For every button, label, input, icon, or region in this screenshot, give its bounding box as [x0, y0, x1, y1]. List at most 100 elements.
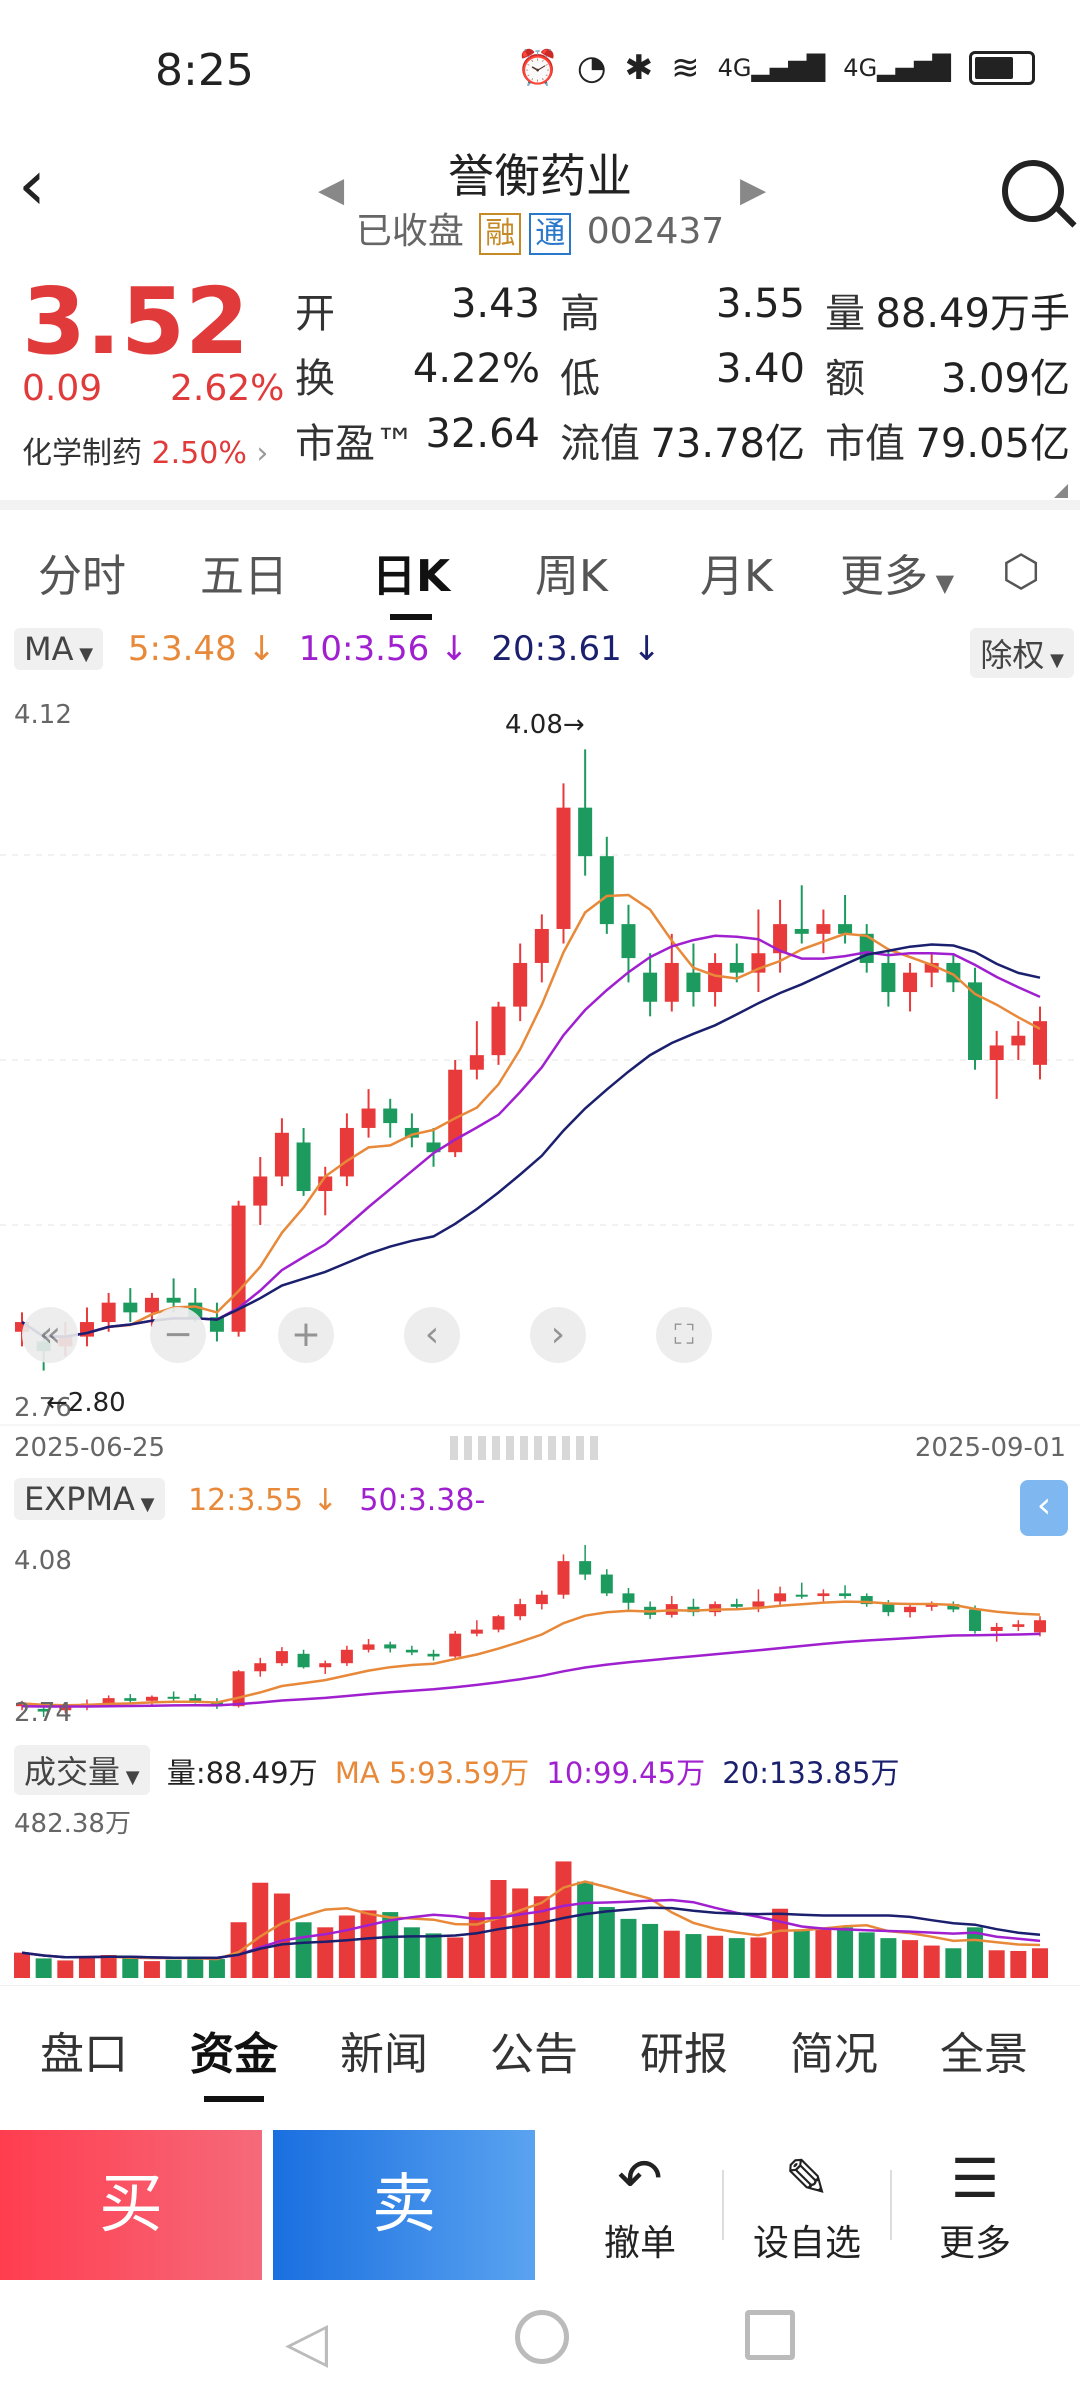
candle-body	[838, 924, 853, 934]
volume-bar	[338, 1915, 355, 1978]
volume-bar	[620, 1918, 637, 1978]
pe-value: 32.64	[425, 411, 540, 457]
candle-body	[123, 1302, 138, 1313]
tab-more[interactable]: 更多 ▼	[840, 540, 954, 604]
expand-corner-icon[interactable]	[1054, 484, 1068, 498]
scroll-right-icon[interactable]: ›	[530, 1307, 586, 1363]
trade-action-bar: 买 卖 ↶ 撤单 ✎ 设自选 ☰ 更多	[0, 2130, 1080, 2280]
tab-monthly-k[interactable]: 月K	[700, 551, 773, 602]
tab-announcements[interactable]: 公告	[490, 2029, 578, 2080]
expma-candle-body	[384, 1644, 397, 1649]
adjust-label: 除权	[980, 636, 1045, 674]
expma-candle-body	[860, 1596, 873, 1605]
kline-chart[interactable]	[0, 690, 1080, 1980]
status-time: 8:25	[155, 45, 254, 96]
expma-candle-body	[319, 1663, 332, 1668]
chart-scrollbar[interactable]	[450, 1436, 600, 1460]
expma-axis-top: 4.08	[14, 1546, 72, 1576]
volume-bar	[642, 1923, 659, 1978]
tab-daily-k[interactable]: 日K	[372, 540, 450, 620]
min-price-label: ←2.80	[46, 1388, 126, 1418]
expma-candle-body	[709, 1604, 722, 1613]
tab-overview[interactable]: 全景	[940, 2029, 1028, 2080]
adjust-selector[interactable]: 除权 ▼	[970, 628, 1074, 678]
next-stock-icon[interactable]: ▶	[740, 170, 767, 210]
volume-bar	[598, 1907, 615, 1978]
float-cap-label: 流值	[560, 421, 640, 467]
volume-bar	[858, 1932, 875, 1978]
expma-candle-body	[514, 1604, 527, 1617]
tab-research[interactable]: 研报	[640, 2029, 728, 2080]
system-nav-bar: ◁	[0, 2290, 1080, 2400]
volume-ma5: MA 5:93.59万	[334, 1756, 530, 1790]
zoom-in-icon[interactable]: +	[278, 1307, 334, 1363]
sector-link[interactable]: 化学制药 2.50% ›	[22, 428, 268, 472]
tab-intraday[interactable]: 分时	[38, 551, 126, 602]
prev-stock-icon[interactable]: ◀	[318, 170, 345, 210]
high-label: 高	[560, 291, 600, 337]
volume-selector[interactable]: 成交量 ▼	[14, 1745, 150, 1795]
tab-orderbook[interactable]: 盘口	[40, 2029, 128, 2080]
candle-body	[1011, 1035, 1026, 1046]
volume-bar	[78, 1957, 95, 1978]
tab-more-label: 更多	[840, 551, 928, 602]
ma10-line	[21, 934, 1041, 1338]
expma-selector[interactable]: EXPMA ▼	[14, 1478, 165, 1520]
chart-settings-icon[interactable]: ⬡	[1002, 546, 1041, 597]
chevron-right-icon: ›	[256, 436, 269, 471]
expma-candle-body	[579, 1561, 592, 1575]
nav-home-icon[interactable]	[515, 2310, 569, 2364]
tab-profile[interactable]: 简况	[790, 2029, 878, 2080]
nav-recents-icon[interactable]	[745, 2310, 795, 2360]
scroll-left-icon[interactable]: ‹	[404, 1307, 460, 1363]
nav-back-icon[interactable]: ◁	[285, 2310, 329, 2375]
expma-legend: EXPMA ▼ 12:3.55 ↓ 50:3.38-	[14, 1478, 485, 1520]
buy-button[interactable]: 买	[0, 2130, 262, 2280]
tab-news[interactable]: 新闻	[340, 2029, 428, 2080]
max-price-label: 4.08→	[505, 710, 585, 740]
expma-candle-body	[254, 1663, 267, 1672]
candle-body	[404, 1127, 419, 1138]
volume-bar	[382, 1912, 399, 1978]
more-button[interactable]: ☰ 更多	[895, 2144, 1055, 2266]
cancel-order-button[interactable]: ↶ 撤单	[560, 2144, 720, 2266]
expma-candle-body	[449, 1633, 462, 1657]
expma-candle-body	[1034, 1620, 1046, 1633]
expma-candle-body	[297, 1653, 310, 1668]
low-label: 低	[560, 356, 600, 402]
expma-candle-body	[600, 1574, 613, 1594]
candle-body	[989, 1045, 1004, 1060]
volume-bar	[772, 1908, 789, 1978]
scroll-left-fast-icon[interactable]: «	[22, 1307, 78, 1363]
zoom-out-icon[interactable]: −	[150, 1307, 206, 1363]
fullscreen-icon[interactable]: ⛶	[656, 1307, 712, 1363]
candle-body	[968, 982, 983, 1060]
caret-down-icon: ▼	[1044, 650, 1064, 671]
volume-value: 量:88.49万	[166, 1756, 318, 1790]
candle-body	[231, 1205, 246, 1332]
search-icon[interactable]	[1002, 160, 1064, 222]
volume-bar	[923, 1945, 940, 1978]
collapse-panel-icon[interactable]: ‹	[1020, 1480, 1068, 1536]
tab-weekly-k[interactable]: 周K	[535, 551, 608, 602]
tab-five-day[interactable]: 五日	[200, 551, 288, 602]
back-icon[interactable]: ‹	[18, 144, 46, 226]
stock-code: 002437	[586, 211, 725, 252]
amount-label: 额	[825, 356, 865, 402]
expma-candle-body	[795, 1594, 808, 1597]
high-value: 3.55	[715, 281, 805, 327]
undo-icon: ↶	[617, 2147, 663, 2210]
expma-candle-body	[492, 1616, 505, 1630]
menu-icon: ☰	[950, 2147, 1000, 2210]
volume-bar	[663, 1930, 680, 1978]
expma-candle-body	[427, 1653, 440, 1657]
amount-value: 3.09亿	[940, 356, 1070, 402]
tab-funds[interactable]: 资金	[190, 2018, 278, 2102]
sell-button[interactable]: 卖	[273, 2130, 535, 2280]
volume-bar	[945, 1948, 962, 1978]
add-watchlist-button[interactable]: ✎ 设自选	[727, 2144, 887, 2266]
volume-bar	[1032, 1948, 1048, 1978]
ma-selector[interactable]: MA ▼	[14, 628, 104, 670]
candle-body	[599, 856, 614, 925]
volume-bar	[317, 1927, 334, 1978]
